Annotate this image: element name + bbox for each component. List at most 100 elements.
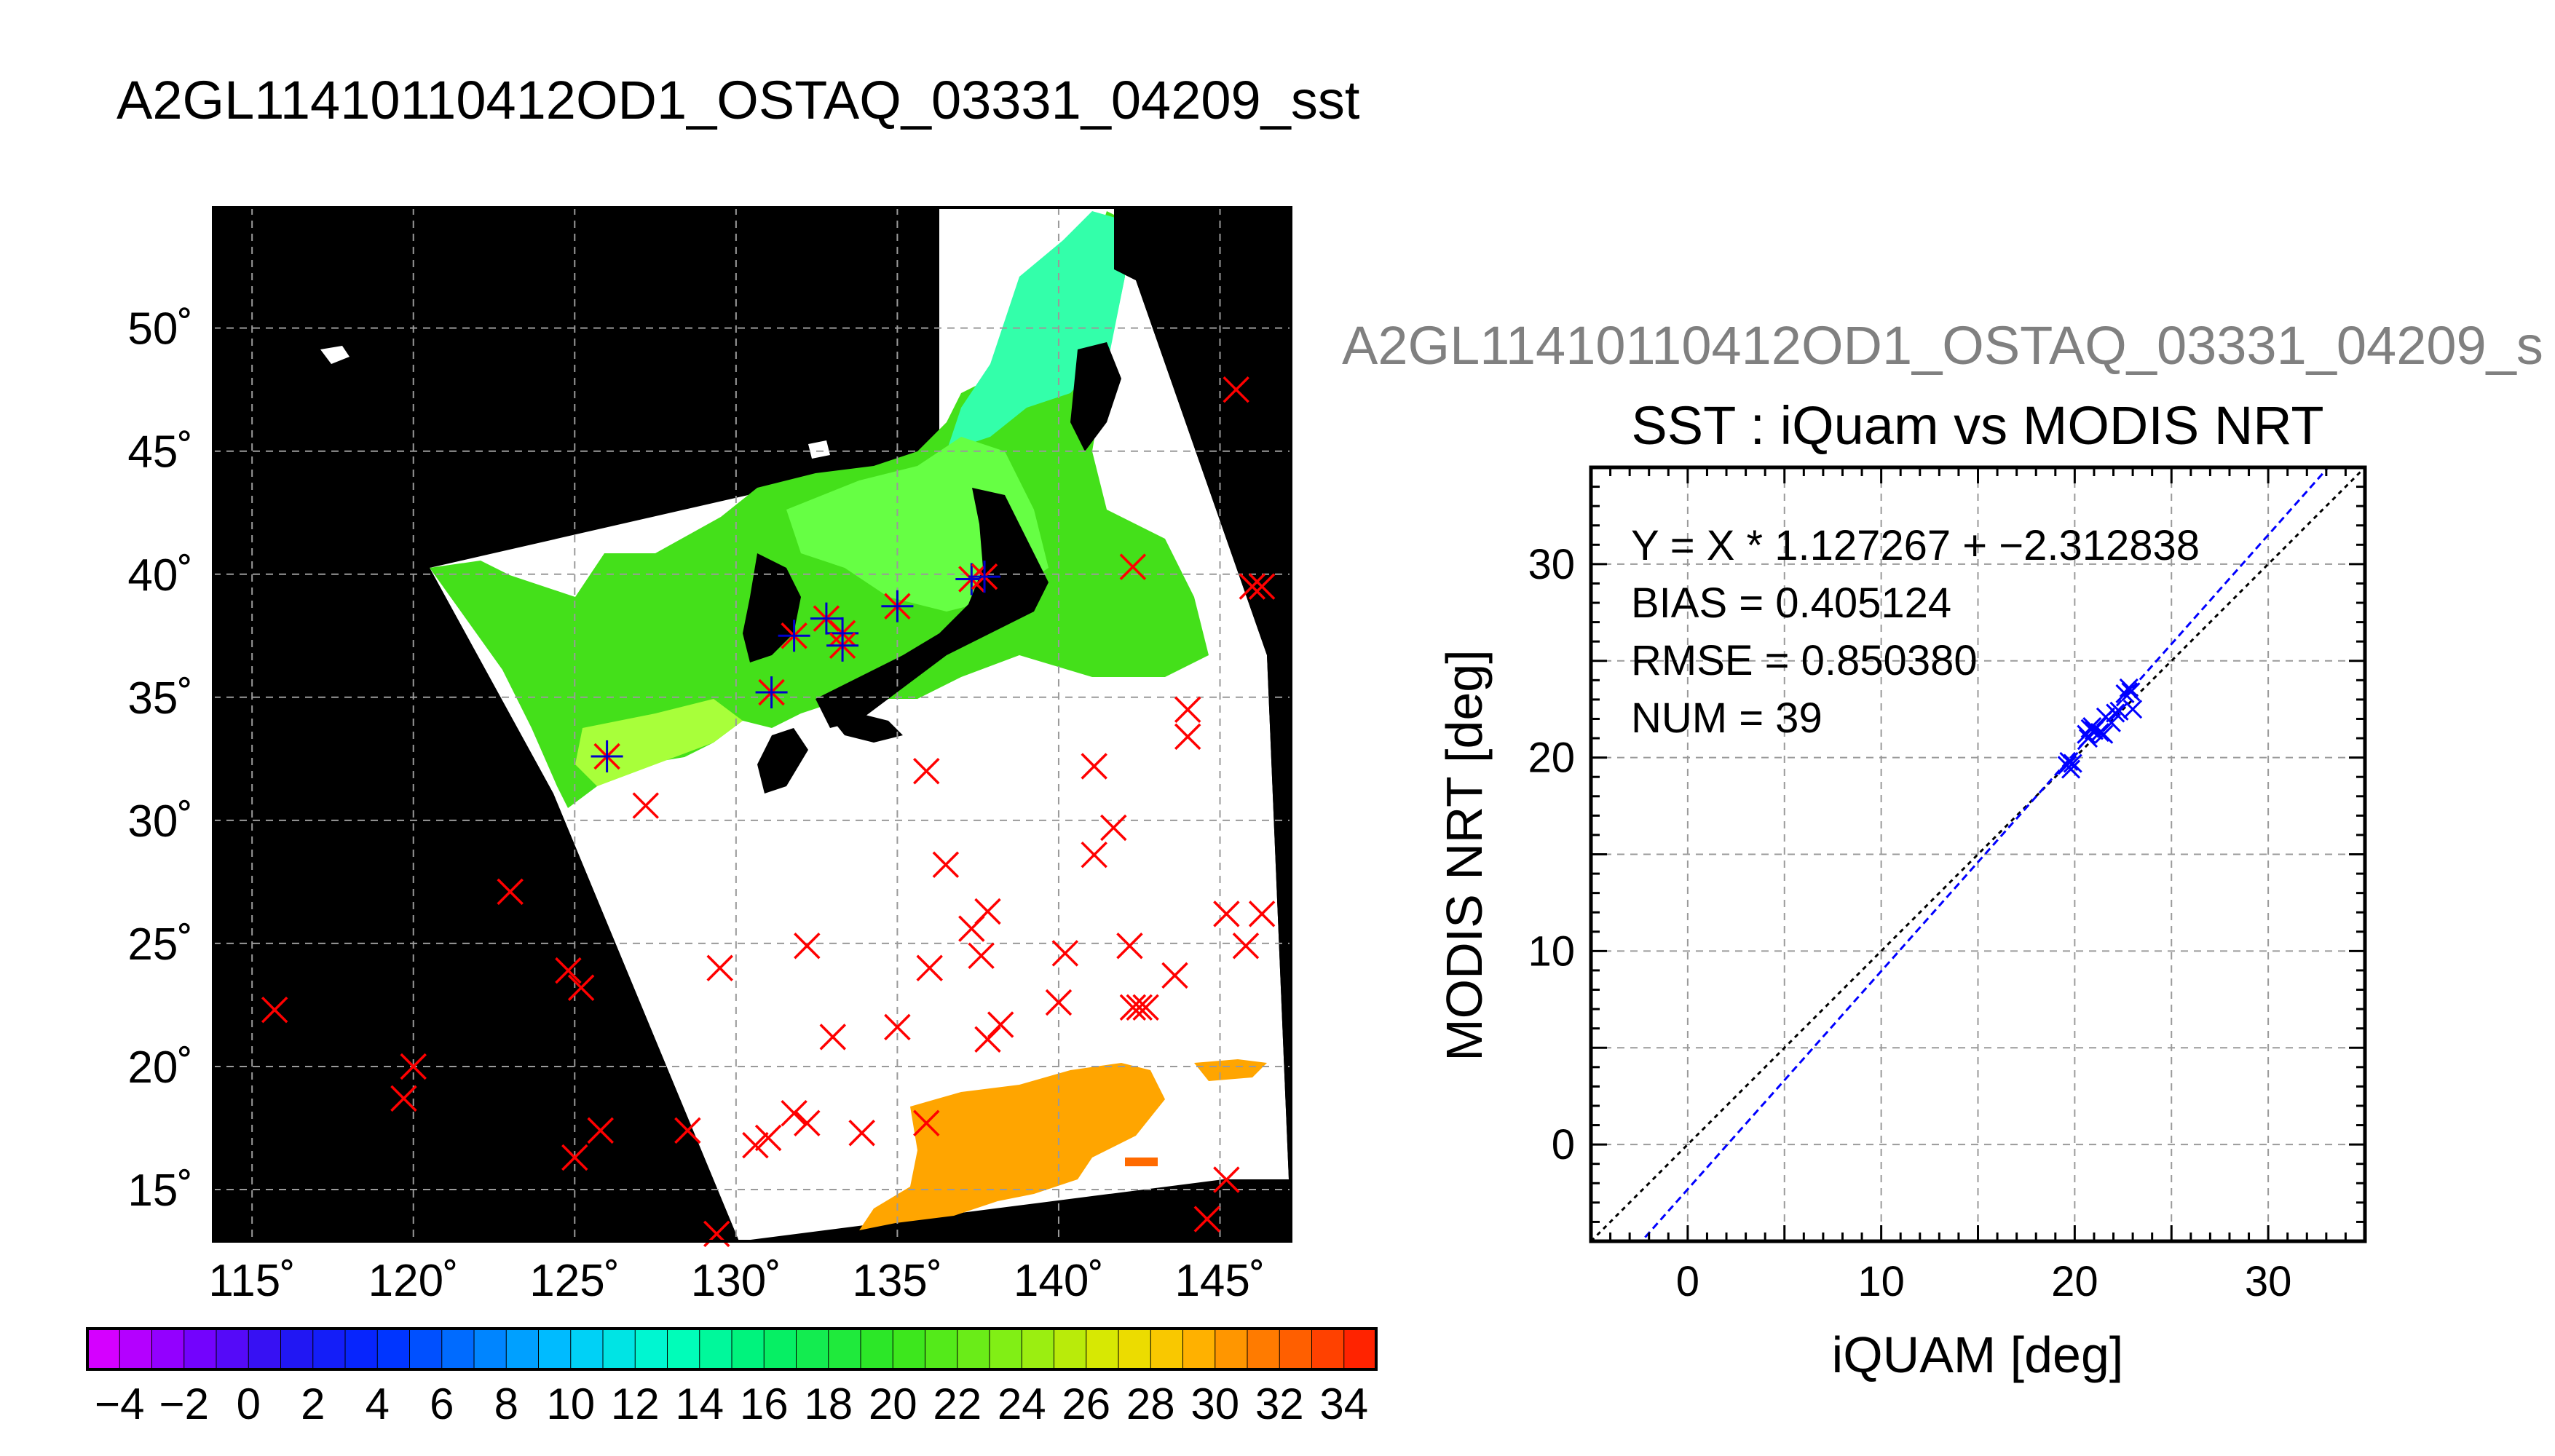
buoy-marker [913,1109,940,1136]
buoy-marker [1126,994,1153,1021]
colorbar-tick-label: 28 [1126,1380,1175,1428]
colorbar-cell [602,1328,636,1370]
buoy-marker [848,1120,875,1147]
buoy-marker [400,1053,427,1080]
buoy-marker [1232,933,1260,960]
area-outside-swath [1114,207,1291,1241]
buoy-marker [1193,1206,1221,1233]
colorbar-tick-label: 34 [1319,1380,1368,1428]
colorbar-tick-label: −4 [95,1380,144,1428]
colorbar-cell [1150,1328,1184,1370]
buoy-marker [1213,1166,1240,1193]
swath-layer [430,207,1289,1241]
buoy-marker [567,974,595,1001]
buoy-marker [561,1144,588,1171]
scatter-point [2059,751,2079,772]
buoy-marker [1116,933,1143,960]
buoy-marker [1213,901,1240,927]
map-x-tick-label: 145˚ [1174,1256,1265,1306]
colorbar-cell [538,1328,572,1370]
colorbar-cell [1086,1328,1119,1370]
x-tick-label: 20 [2051,1258,2098,1305]
y-tick-label: 30 [1528,541,1575,588]
colorbar-tick-label: 12 [611,1380,660,1428]
colorbar-cell [667,1328,700,1370]
buoy-marker [913,758,940,785]
identity-line [1591,467,2365,1241]
scatter-annotations: Y = X * 1.127267 + −2.312838 BIAS = 0.405… [1631,522,2200,742]
y-tick-label: 10 [1528,927,1575,975]
buoy-marker [674,1117,701,1144]
buoy-marker [742,1131,769,1159]
buoy-marker [916,954,943,981]
colorbar-tick-label: 30 [1190,1380,1239,1428]
scatter-point [2109,701,2129,721]
colorbar-tick-label: 26 [1062,1380,1110,1428]
buoy-marker [497,878,524,906]
colorbar-cell [1311,1328,1345,1370]
fit-statistic: RMSE = 0.850380 [1631,637,1978,684]
buoy-marker [974,1026,1001,1053]
map-y-tick-label: 35˚ [127,673,193,724]
buoy-marker [587,1117,614,1144]
scatter-point [2063,753,2082,773]
colorbar-tick-labels: −4 −2 0 2 4 6 8 10 12 14 16 18 20 22 24 26 28 30 32 34 [95,1380,1368,1428]
colorbar-tick-label: 4 [366,1380,390,1428]
buoy-marker [1174,723,1201,751]
scatter-ticks: 0 10 20 30 0 10 20 30 [1528,466,2366,1305]
buoy-marker [794,1109,821,1136]
map-y-tick-label: 30˚ [127,796,193,847]
map-x-tick-label: 135˚ [852,1256,942,1306]
scatter-points [2057,678,2143,779]
colorbar-tick-label: 8 [494,1380,518,1428]
scatter-point [2094,724,2114,744]
scatter-point [2090,723,2109,743]
scatter-point [2061,759,2081,779]
buoy-marker [1223,376,1249,403]
buoy-marker [1081,841,1107,869]
buoy-marker [794,933,821,960]
buoy-marker [390,1085,417,1112]
colorbar-cell [1215,1328,1248,1370]
fit-statistic: Y = X * 1.127267 + −2.312838 [1631,522,2200,569]
map-y-tick-label: 40˚ [127,550,193,601]
scatter-point [2121,682,2141,702]
fit-statistic: BIAS = 0.405124 [1631,579,1951,627]
y-tick-label: 20 [1528,735,1575,782]
colorbar-cell [763,1328,797,1370]
colorbar-tick-label: 24 [998,1380,1046,1428]
colorbar-cell [925,1328,958,1370]
buoy-marker [932,851,960,878]
colorbar-tick-label: 22 [933,1380,982,1428]
cloud-patch [808,440,830,459]
x-tick-label: 30 [2245,1258,2292,1305]
buoy-marker [555,957,582,984]
map-x-tick-label: 115˚ [208,1256,296,1306]
scatter-point [2078,728,2098,748]
buoy-marker [1119,994,1147,1021]
map-x-tick-label: 130˚ [691,1256,781,1306]
colorbar-tick-label: 10 [546,1380,595,1428]
y-tick-label: 0 [1552,1121,1575,1168]
scatter-title: SST : iQuam vs MODIS NRT [1631,395,2323,456]
buoy-marker [1081,753,1107,780]
buoy-marker [706,954,733,981]
map-grid [213,207,1291,1241]
colorbar-cell [216,1328,250,1370]
colorbar-tick-label: 2 [301,1380,325,1428]
matchup-marker [591,740,623,772]
buoy-marker [987,1011,1014,1038]
colorbar-tick-label: −2 [159,1380,209,1428]
colorbar-tick-label: 20 [869,1380,917,1428]
colorbar-tick-label: 18 [804,1380,853,1428]
matchup-marker [881,590,914,622]
colorbar-cell [119,1328,153,1370]
x-tick-label: 0 [1676,1258,1699,1305]
main-title: A2GL11410110412OD1_OSTAQ_03331_04209_sst [117,70,1360,130]
y-axis-label: MODIS NRT [deg] [1436,649,1493,1061]
buoy-marker [819,1024,847,1051]
scatter-point [2106,703,2125,723]
